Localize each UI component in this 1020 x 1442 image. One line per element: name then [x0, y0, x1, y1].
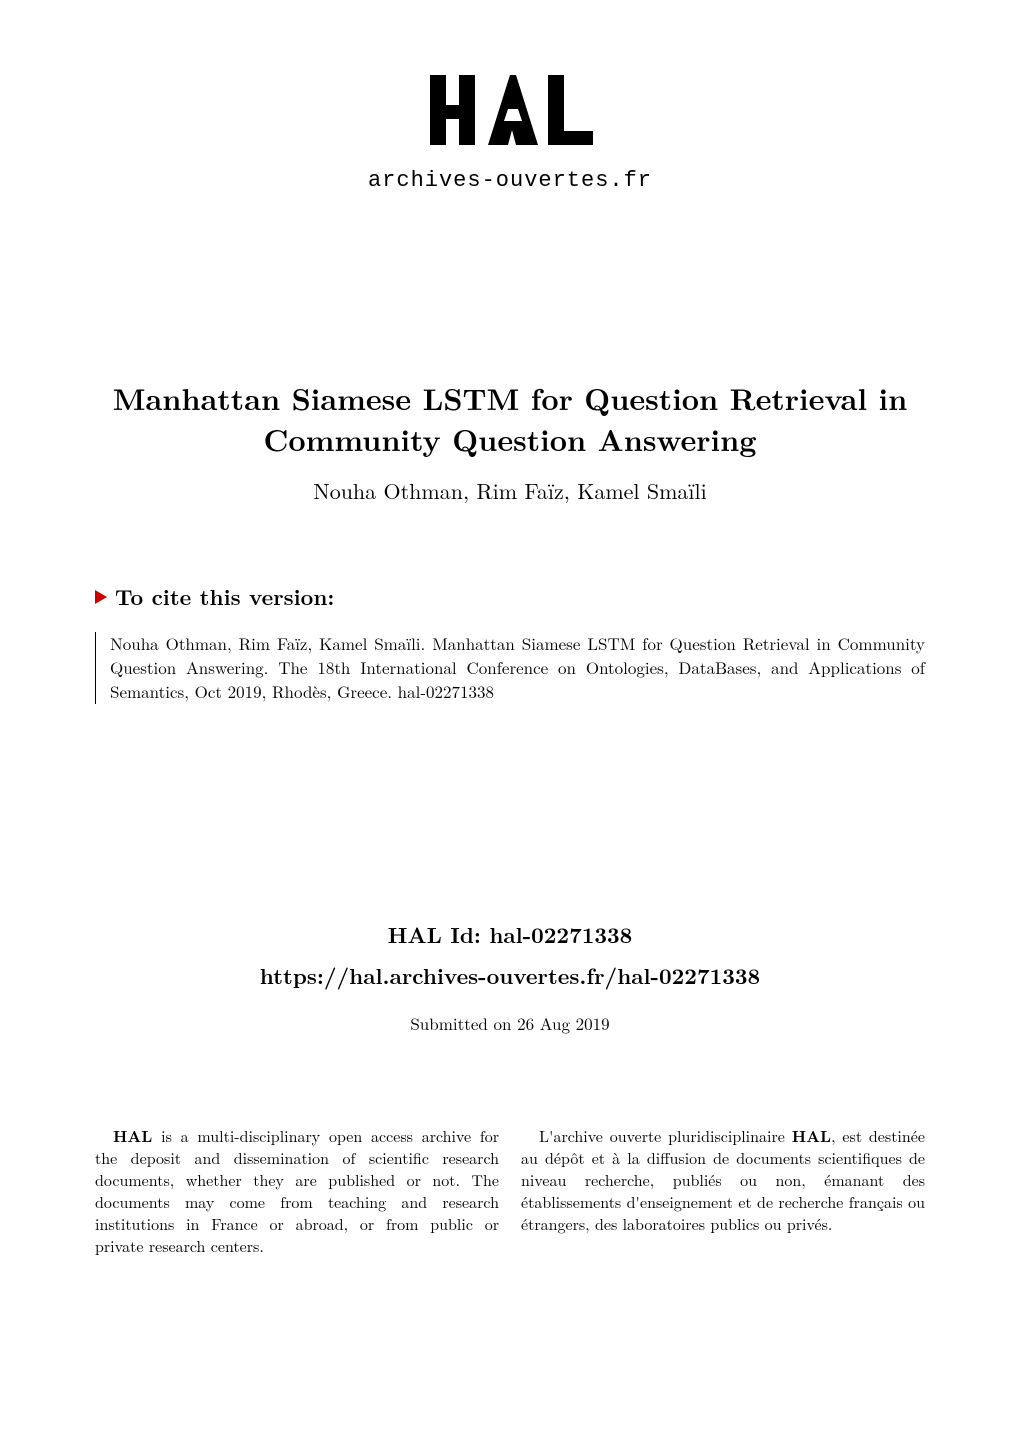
- footer-right-bold: HAL: [792, 1124, 831, 1147]
- halid-section: HAL Id: hal-02271338 https://hal.archive…: [0, 919, 1020, 1035]
- hal-logo-svg: [410, 65, 610, 155]
- hal-logo-text: [0, 65, 1020, 162]
- hal-logo-block: archives-ouvertes.fr: [0, 0, 1020, 233]
- citation-text: Nouha Othman, Rim Faïz, Kamel Smaïli. Ma…: [95, 632, 925, 703]
- paper-authors: Nouha Othman, Rim Faïz, Kamel Smaïli: [80, 475, 940, 506]
- paper-title-line1: Manhattan Siamese LSTM for Question Retr…: [113, 376, 908, 419]
- footer-left-text: is a multi-disciplinary open access arch…: [95, 1124, 499, 1257]
- footer-right-column: L'archive ouverte pluridisciplinaire HAL…: [521, 1125, 925, 1257]
- footer-left-column: HAL is a multi-disciplinary open access …: [95, 1125, 499, 1257]
- submitted-date: Submitted on 26 Aug 2019: [0, 1011, 1020, 1035]
- paper-title-line2: Community Question Answering: [263, 417, 756, 460]
- paper-title: Manhattan Siamese LSTM for Question Retr…: [80, 378, 940, 459]
- footer-left-bold: HAL: [113, 1124, 152, 1147]
- cite-header: To cite this version:: [95, 581, 925, 612]
- hal-logo-subtitle: archives-ouvertes.fr: [0, 168, 1020, 193]
- cite-title: To cite this version:: [115, 581, 334, 612]
- title-section: Manhattan Siamese LSTM for Question Retr…: [0, 378, 1020, 506]
- footer-section: HAL is a multi-disciplinary open access …: [0, 1125, 1020, 1257]
- halid-label: HAL Id: hal-02271338: [0, 919, 1020, 950]
- triangle-icon: [95, 590, 107, 604]
- cite-section: To cite this version: Nouha Othman, Rim …: [0, 581, 1020, 703]
- footer-right-pre: L'archive ouverte pluridisciplinaire: [539, 1124, 792, 1147]
- halid-url: https://hal.archives-ouvertes.fr/hal-022…: [0, 960, 1020, 991]
